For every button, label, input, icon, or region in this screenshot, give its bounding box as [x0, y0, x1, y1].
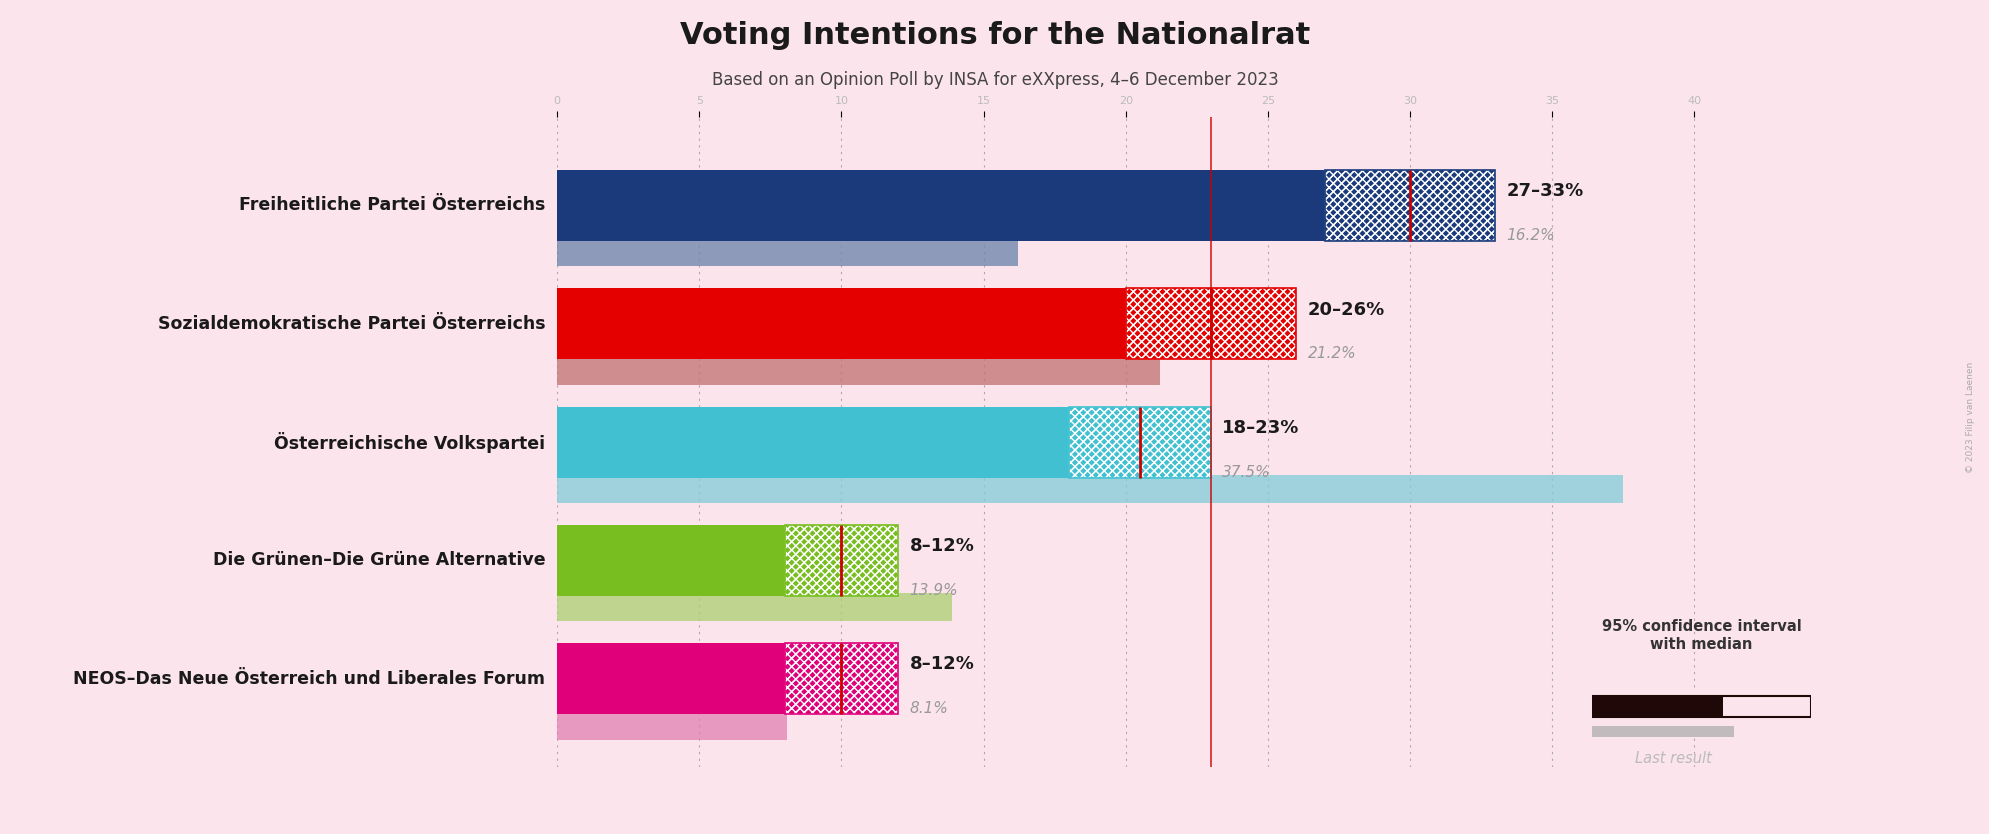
Bar: [1068, 406, 1211, 478]
Bar: [1722, 696, 1778, 716]
Bar: [557, 356, 1160, 384]
Text: Die Grünen–Die Grüne Alternative: Die Grünen–Die Grüne Alternative: [213, 551, 545, 570]
Bar: [1325, 170, 1494, 241]
Bar: [784, 643, 897, 714]
Bar: [557, 406, 1211, 478]
Text: NEOS–Das Neue Österreich und Liberales Forum: NEOS–Das Neue Österreich und Liberales F…: [74, 670, 545, 687]
Bar: [1325, 170, 1494, 241]
Text: 8–12%: 8–12%: [909, 537, 975, 555]
Bar: [1126, 289, 1295, 359]
Text: Last result: Last result: [1633, 751, 1711, 766]
Text: Voting Intentions for the Nationalrat: Voting Intentions for the Nationalrat: [680, 21, 1309, 50]
Bar: [557, 643, 897, 714]
Text: 20–26%: 20–26%: [1307, 300, 1384, 319]
Bar: [1126, 289, 1295, 359]
Bar: [557, 475, 1623, 503]
Bar: [557, 593, 953, 621]
Bar: [557, 711, 788, 740]
Bar: [1778, 696, 1810, 716]
Bar: [1591, 726, 1734, 736]
Text: 8.1%: 8.1%: [909, 701, 949, 716]
Text: 16.2%: 16.2%: [1506, 229, 1555, 244]
Bar: [557, 170, 1494, 241]
Text: 21.2%: 21.2%: [1307, 346, 1356, 361]
Bar: [557, 289, 1295, 359]
Bar: [784, 643, 897, 714]
Bar: [784, 525, 897, 595]
Bar: [784, 525, 897, 595]
Text: 27–33%: 27–33%: [1506, 183, 1583, 200]
Text: 37.5%: 37.5%: [1221, 465, 1271, 480]
Bar: [1591, 696, 1722, 716]
Text: © 2023 Filip van Laenen: © 2023 Filip van Laenen: [1965, 361, 1973, 473]
Text: 95% confidence interval
with median: 95% confidence interval with median: [1601, 620, 1800, 651]
Text: Sozialdemokratische Partei Österreichs: Sozialdemokratische Partei Österreichs: [157, 314, 545, 333]
Text: 13.9%: 13.9%: [909, 583, 959, 598]
Bar: [1591, 696, 1810, 716]
Bar: [557, 525, 897, 595]
Text: Österreichische Volkspartei: Österreichische Volkspartei: [274, 431, 545, 453]
Text: Freiheitliche Partei Österreichs: Freiheitliche Partei Österreichs: [239, 197, 545, 214]
Bar: [557, 239, 1016, 267]
Bar: [1068, 406, 1211, 478]
Text: Based on an Opinion Poll by INSA for eXXpress, 4–6 December 2023: Based on an Opinion Poll by INSA for eXX…: [712, 71, 1277, 89]
Text: 18–23%: 18–23%: [1221, 419, 1299, 437]
Bar: [1068, 406, 1211, 478]
Bar: [1126, 289, 1295, 359]
Bar: [1325, 170, 1494, 241]
Bar: [784, 643, 897, 714]
Text: 8–12%: 8–12%: [909, 656, 975, 673]
Bar: [784, 525, 897, 595]
